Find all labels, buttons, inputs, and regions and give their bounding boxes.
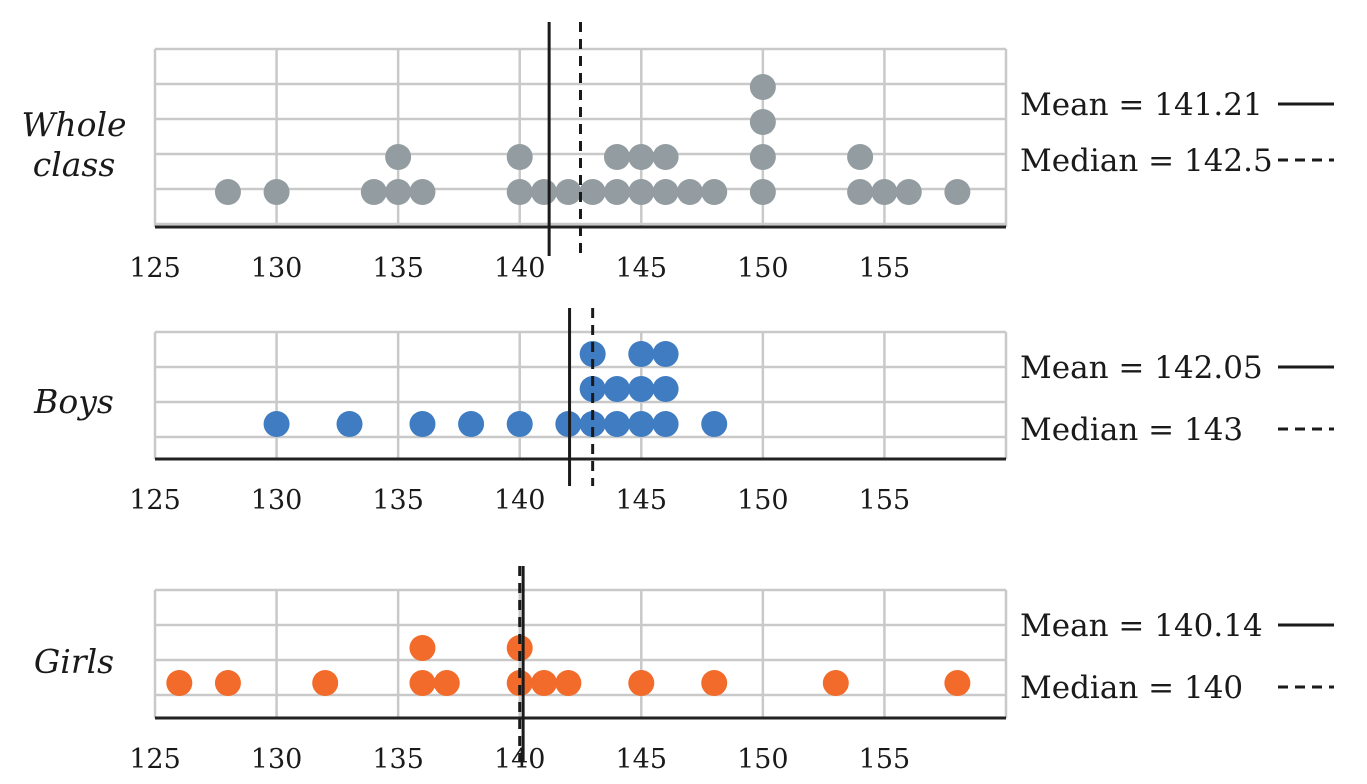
data-point xyxy=(506,411,533,437)
data-point xyxy=(506,144,533,170)
data-point xyxy=(336,411,363,437)
tick-label: 135 xyxy=(372,253,424,284)
data-point xyxy=(701,411,728,437)
group-label: class xyxy=(33,145,116,184)
data-point xyxy=(701,670,728,696)
data-point xyxy=(749,179,776,205)
tick-label: 130 xyxy=(251,485,303,516)
mean-label: Mean = 142.05 xyxy=(1020,350,1263,386)
data-point xyxy=(749,109,776,135)
tick-label: 135 xyxy=(372,744,424,775)
data-point xyxy=(579,411,606,437)
median-label: Median = 142.5 xyxy=(1020,143,1273,179)
tick-label: 145 xyxy=(616,253,668,284)
data-point xyxy=(385,144,412,170)
data-point xyxy=(531,179,558,205)
data-point xyxy=(603,411,630,437)
data-point xyxy=(360,179,387,205)
data-point xyxy=(944,179,971,205)
tick-label: 130 xyxy=(251,744,303,775)
tick-label: 130 xyxy=(251,253,303,284)
tick-label: 150 xyxy=(737,485,789,516)
data-point xyxy=(409,635,436,661)
data-point xyxy=(847,179,874,205)
data-point xyxy=(579,179,606,205)
data-point xyxy=(652,341,679,367)
data-point xyxy=(506,179,533,205)
data-point xyxy=(579,341,606,367)
data-point xyxy=(749,74,776,100)
tick-label: 150 xyxy=(737,744,789,775)
data-point xyxy=(312,670,339,696)
tick-label: 145 xyxy=(616,485,668,516)
data-point xyxy=(603,144,630,170)
tick-label: 140 xyxy=(494,485,546,516)
data-point xyxy=(579,376,606,402)
data-point xyxy=(166,670,193,696)
data-point xyxy=(603,179,630,205)
data-point xyxy=(822,670,849,696)
group-label: Girls xyxy=(34,642,114,681)
tick-label: 140 xyxy=(494,253,546,284)
data-point xyxy=(628,341,655,367)
mean-label: Mean = 140.14 xyxy=(1020,608,1263,644)
data-point xyxy=(628,376,655,402)
mean-label: Mean = 141.21 xyxy=(1020,87,1263,123)
group-label: Boys xyxy=(33,382,114,421)
data-point xyxy=(506,670,533,696)
data-point xyxy=(555,670,582,696)
data-point xyxy=(458,411,485,437)
data-point xyxy=(263,411,290,437)
group-label: Whole xyxy=(21,105,126,144)
data-point xyxy=(749,144,776,170)
data-point xyxy=(628,670,655,696)
data-point xyxy=(652,179,679,205)
data-point xyxy=(871,179,898,205)
data-point xyxy=(214,179,241,205)
data-point xyxy=(847,144,874,170)
median-label: Median = 143 xyxy=(1020,412,1243,448)
data-point xyxy=(628,411,655,437)
tick-label: 145 xyxy=(616,744,668,775)
data-point xyxy=(603,376,630,402)
data-point xyxy=(895,179,922,205)
data-point xyxy=(676,179,703,205)
median-label: Median = 140 xyxy=(1020,670,1243,706)
data-point xyxy=(409,670,436,696)
data-point xyxy=(944,670,971,696)
tick-label: 155 xyxy=(859,253,911,284)
data-point xyxy=(531,670,558,696)
data-point xyxy=(409,411,436,437)
data-point xyxy=(652,144,679,170)
data-point xyxy=(628,144,655,170)
data-point xyxy=(385,179,412,205)
data-point xyxy=(652,376,679,402)
data-point xyxy=(701,179,728,205)
panel-boys: 125 130 135 140 145 150 155 Boys Mean = 142.05 Me… xyxy=(33,308,1334,516)
tick-label: 125 xyxy=(129,744,181,775)
data-point xyxy=(409,179,436,205)
tick-label: 155 xyxy=(859,744,911,775)
data-point xyxy=(652,411,679,437)
panel-girls: 125130135140145150155GirlsMean = 140.14M… xyxy=(34,566,1334,775)
data-point xyxy=(263,179,290,205)
tick-label: 150 xyxy=(737,253,789,284)
data-point xyxy=(628,179,655,205)
data-point xyxy=(506,635,533,661)
tick-label: 135 xyxy=(372,485,424,516)
tick-label: 155 xyxy=(859,485,911,516)
data-point xyxy=(433,670,460,696)
tick-label: 125 xyxy=(129,485,181,516)
data-point xyxy=(555,179,582,205)
tick-label: 125 xyxy=(129,253,181,284)
data-point xyxy=(214,670,241,696)
